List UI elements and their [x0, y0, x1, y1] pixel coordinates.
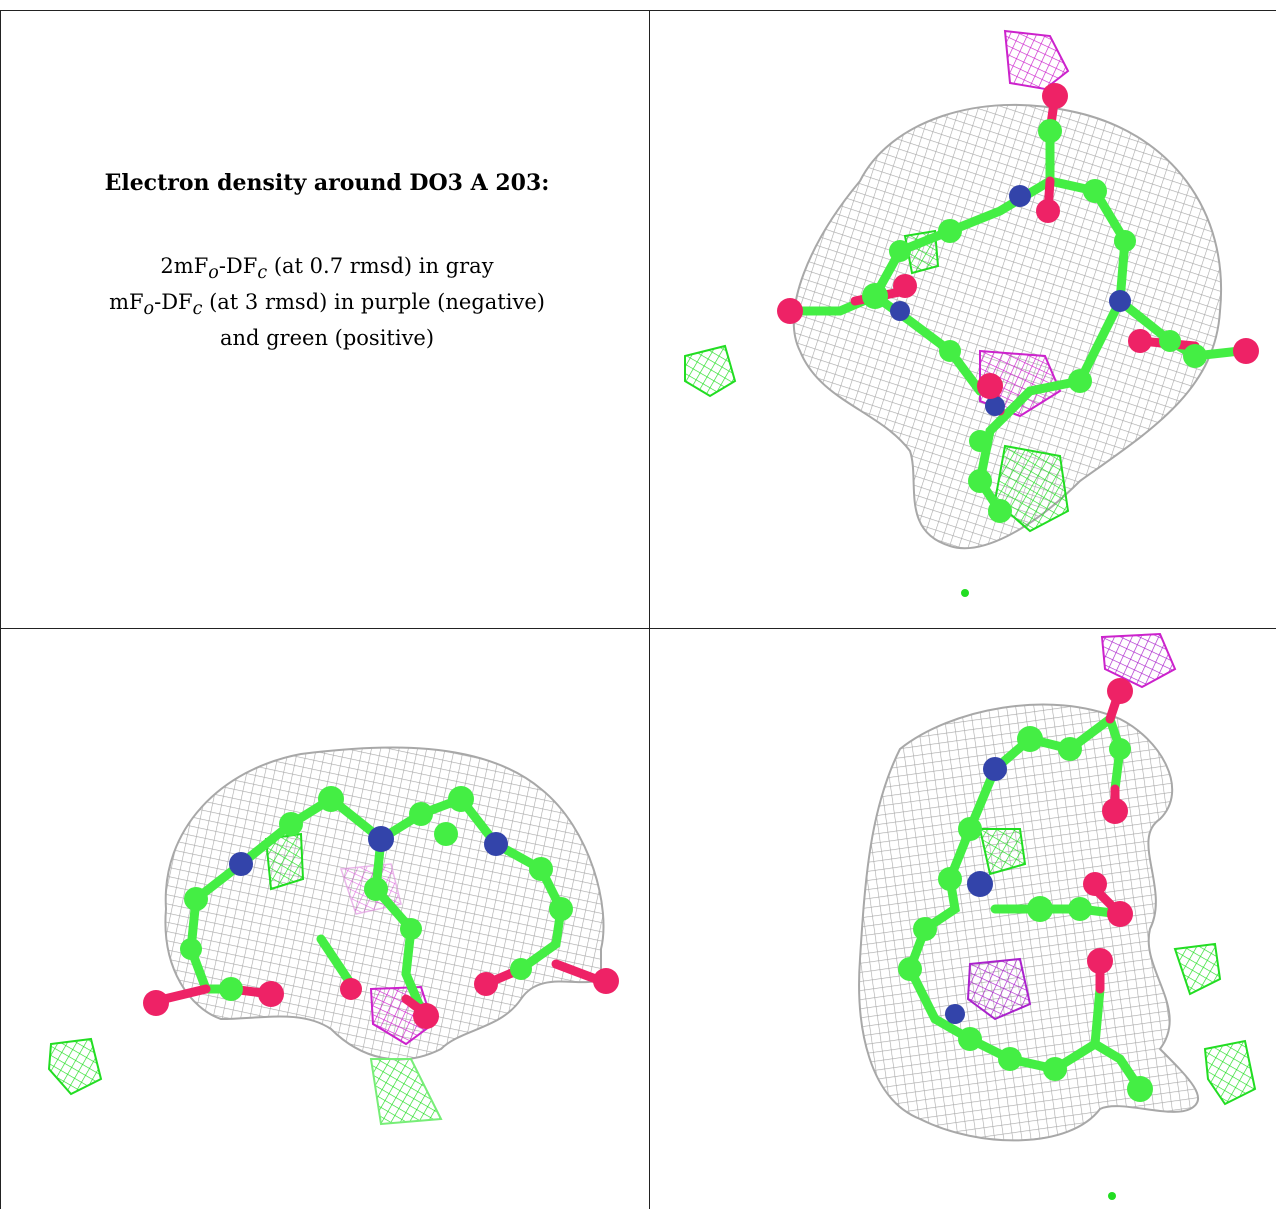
caption-cell: Electron density around DO3 A 203: 2mFo-…	[12, 170, 642, 353]
caption-line-2-sub-o: o	[143, 299, 155, 320]
table-divider-vertical	[649, 10, 650, 1209]
caption-line-1-b: -DF	[218, 254, 258, 278]
nitrogen-atoms	[890, 185, 1131, 416]
green-density-left	[684, 344, 737, 398]
density-view-top-right	[684, 29, 1259, 597]
purple-density-center	[966, 957, 1032, 1021]
density-view-bottom-right	[858, 632, 1257, 1200]
green-density-inner	[978, 828, 1027, 876]
caption-title: Electron density around DO3 A 203:	[104, 170, 550, 196]
caption-line-2-c: (at 3 rmsd) in purple (negative)	[202, 290, 545, 315]
nitrogen-atoms	[945, 757, 1007, 1024]
caption-line-2-a: mF	[109, 290, 144, 315]
caption-line-1: 2mFo-DFc (at 0.7 rmsd) in gray	[12, 252, 642, 288]
purple-density-top	[1100, 632, 1177, 689]
density-panel-bottom-right	[650, 629, 1276, 1209]
green-density-right-b	[1203, 1039, 1257, 1106]
oxygen-atoms	[143, 968, 619, 1029]
density-panel-bottom-left	[1, 629, 649, 1209]
caption-line-1-sub-o: o	[208, 263, 219, 284]
table-divider-horizontal	[0, 628, 1276, 629]
caption-line-3: and green (positive)	[219, 326, 435, 351]
green-density-bottom	[369, 1058, 443, 1126]
green-density-center	[993, 444, 1070, 533]
green-density-speck	[1108, 1192, 1116, 1200]
density-panel-top-right	[650, 11, 1276, 628]
oxygen-atoms	[777, 83, 1259, 399]
nitrogen-atoms	[229, 826, 508, 876]
green-density-right-a	[1173, 942, 1222, 996]
caption-line-1-a: 2mF	[160, 254, 209, 278]
gray-density-mesh	[858, 703, 1200, 1142]
carbon-atoms	[180, 786, 573, 1001]
carbon-atoms	[898, 726, 1153, 1102]
green-density-left	[47, 1037, 103, 1096]
table-border-left	[0, 10, 1, 1209]
green-density-speck	[961, 589, 969, 597]
density-view-bottom-left	[47, 746, 619, 1126]
purple-density-top	[1003, 29, 1070, 91]
caption-line-2-sub-c: c	[192, 299, 203, 320]
caption-line-2: mFo-DFc (at 3 rmsd) in purple (negative)	[12, 288, 642, 324]
caption-line-1-sub-c: c	[257, 263, 268, 284]
carbon-atoms	[862, 119, 1207, 523]
caption-line-2-b: -DF	[154, 290, 193, 315]
caption-line-1-c: (at 0.7 rmsd) in gray	[267, 254, 494, 278]
table-border-top	[0, 10, 1276, 11]
oxygen-atoms	[1083, 678, 1133, 974]
